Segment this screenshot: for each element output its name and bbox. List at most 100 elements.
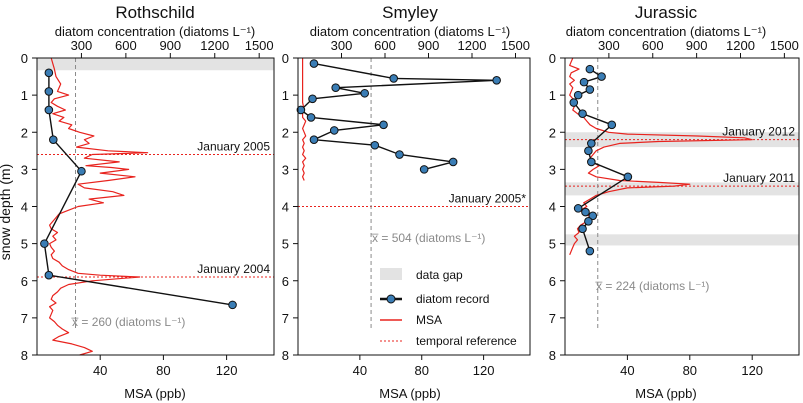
diatom-point-rothschild-4 (77, 166, 86, 176)
depth-tick-label-smyley-4: 4 (282, 200, 289, 215)
diatom-point-rothschild-2 (44, 105, 54, 115)
diatom-tick-label-rothschild-300: 300 (71, 38, 93, 53)
panel-title-smyley: Smyley (382, 3, 438, 22)
legend: data gap diatom record MSA temporal refe… (380, 268, 517, 348)
mean-label-jurassic: x̅ = 224 (diatoms L⁻¹) (595, 279, 709, 293)
diatom-point-jurassic-17 (585, 246, 595, 256)
depth-tick-label-smyley-1: 1 (282, 88, 289, 103)
msa-tick-label-jurassic-120: 120 (741, 363, 763, 378)
diatom-point-smyley-1 (389, 74, 399, 83)
diatom-tick-label-smyley-300: 300 (331, 38, 353, 53)
panel-title-jurassic: Jurassic (635, 3, 698, 22)
depth-tick-label-smyley-2: 2 (282, 125, 289, 140)
depth-tick-label-jurassic-1: 1 (549, 88, 556, 103)
msa-tick-label-smyley-80: 80 (414, 363, 428, 378)
top-axis-label-jurassic: diatom concentration (diatoms L⁻¹) (566, 24, 767, 39)
diatom-point-smyley-9 (329, 126, 339, 135)
depth-tick-label-rothschild-4: 4 (21, 200, 28, 215)
diatom-point-rothschild-0 (44, 68, 54, 78)
temporal-ref-label-smyley-0: January 2005* (449, 192, 527, 206)
bottom-axis-label-jurassic: MSA (ppb) (635, 386, 696, 401)
diatom-point-jurassic-11 (623, 172, 633, 182)
mean-label-rothschild: x̅ = 260 (diatoms L⁻¹) (71, 315, 185, 329)
diatom-point-jurassic-7 (607, 120, 617, 130)
depth-tick-label-rothschild-7: 7 (21, 311, 28, 326)
legend-label-msa: MSA (416, 313, 442, 327)
diatom-point-rothschild-6 (44, 270, 54, 280)
diatom-point-jurassic-12 (573, 204, 583, 213)
panel-title-rothschild: Rothschild (115, 3, 194, 22)
diatom-point-smyley-2 (492, 75, 501, 85)
depth-tick-label-jurassic-5: 5 (549, 237, 556, 252)
y-axis-label: snow depth (m) (0, 164, 13, 260)
diatom-point-smyley-10 (309, 135, 319, 144)
depth-tick-label-rothschild-8: 8 (21, 348, 28, 363)
diatom-tick-label-jurassic-1200: 1200 (726, 38, 755, 53)
diatom-tick-label-rothschild-600: 600 (115, 38, 137, 53)
depth-tick-label-jurassic-4: 4 (549, 200, 556, 215)
temporal-ref-label-jurassic-1: January 2011 (723, 171, 795, 185)
top-axis-label-smyley: diatom concentration (diatoms L⁻¹) (310, 24, 511, 39)
msa-tick-label-jurassic-40: 40 (620, 363, 634, 378)
msa-line-smyley (302, 58, 307, 181)
diatom-point-jurassic-10 (587, 157, 596, 167)
legend-label-diatom-record: diatom record (416, 292, 489, 306)
diatom-point-smyley-5 (308, 94, 317, 104)
diatom-point-jurassic-8 (587, 139, 596, 148)
msa-tick-label-smyley-40: 40 (353, 363, 367, 378)
diatom-point-jurassic-16 (578, 224, 587, 234)
depth-tick-label-jurassic-3: 3 (549, 162, 556, 177)
diatom-point-rothschild-7 (228, 300, 237, 310)
diatom-point-jurassic-2 (579, 77, 589, 87)
panel-rothschild: Rothschild diatom concentration (diatoms… (21, 3, 275, 401)
msa-line-rothschild (48, 57, 149, 356)
depth-tick-label-jurassic-8: 8 (549, 348, 556, 363)
panel-smyley: Smyley diatom concentration (diatoms L⁻¹… (282, 3, 531, 401)
msa-line-jurassic (569, 57, 753, 256)
diatom-point-smyley-3 (331, 83, 341, 92)
msa-tick-label-rothschild-120: 120 (216, 363, 238, 378)
temporal-ref-label-rothschild-1: January 2004 (197, 262, 270, 276)
depth-tick-label-jurassic-7: 7 (549, 311, 556, 326)
diatom-point-smyley-8 (379, 120, 388, 130)
legend-label-data-gap: data gap (416, 268, 463, 282)
depth-tick-label-rothschild-3: 3 (21, 162, 28, 177)
depth-tick-label-rothschild-1: 1 (21, 88, 28, 103)
top-axis-label-rothschild: diatom concentration (diatoms L⁻¹) (55, 24, 256, 39)
diatom-point-smyley-14 (419, 165, 429, 174)
diatom-point-jurassic-14 (588, 211, 598, 221)
data-gap-rothschild-0 (37, 58, 274, 71)
msa-tick-label-rothschild-80: 80 (156, 363, 170, 378)
bottom-axis-label-rothschild: MSA (ppb) (124, 386, 185, 401)
diatom-point-jurassic-15 (584, 217, 593, 226)
diatom-point-jurassic-13 (581, 207, 590, 217)
depth-tick-label-smyley-5: 5 (282, 237, 289, 252)
diatom-tick-label-rothschild-1500: 1500 (245, 38, 274, 53)
plot-frame-rothschild (36, 57, 275, 356)
diatom-point-smyley-13 (448, 157, 458, 167)
diatom-tick-label-smyley-1500: 1500 (501, 38, 530, 53)
temporal-ref-label-jurassic-0: January 2012 (722, 125, 795, 139)
legend-gap-swatch (380, 268, 402, 280)
diatom-point-jurassic-6 (578, 109, 587, 118)
data-gap-jurassic-1 (565, 182, 799, 196)
diatom-point-rothschild-5 (40, 239, 49, 248)
diatom-tick-label-smyley-600: 600 (374, 38, 396, 53)
diatom-tick-label-jurassic-1500: 1500 (770, 38, 799, 53)
depth-tick-label-smyley-6: 6 (282, 274, 289, 289)
depth-tick-label-smyley-3: 3 (282, 162, 289, 177)
diatom-point-smyley-4 (360, 88, 370, 98)
diatom-point-jurassic-5 (569, 98, 579, 107)
depth-tick-label-smyley-0: 0 (282, 51, 289, 66)
plot-frame-jurassic (564, 57, 800, 356)
diatom-point-rothschild-3 (48, 135, 58, 144)
depth-tick-label-jurassic-6: 6 (549, 274, 556, 289)
depth-tick-label-jurassic-0: 0 (549, 51, 556, 66)
legend-diatom-marker (386, 294, 396, 304)
diatom-tick-label-jurassic-600: 600 (642, 38, 664, 53)
diatom-point-smyley-7 (306, 113, 316, 122)
data-gap-jurassic-2 (565, 234, 799, 246)
depth-tick-label-smyley-8: 8 (282, 348, 289, 363)
diatom-tick-label-rothschild-1200: 1200 (200, 38, 229, 53)
